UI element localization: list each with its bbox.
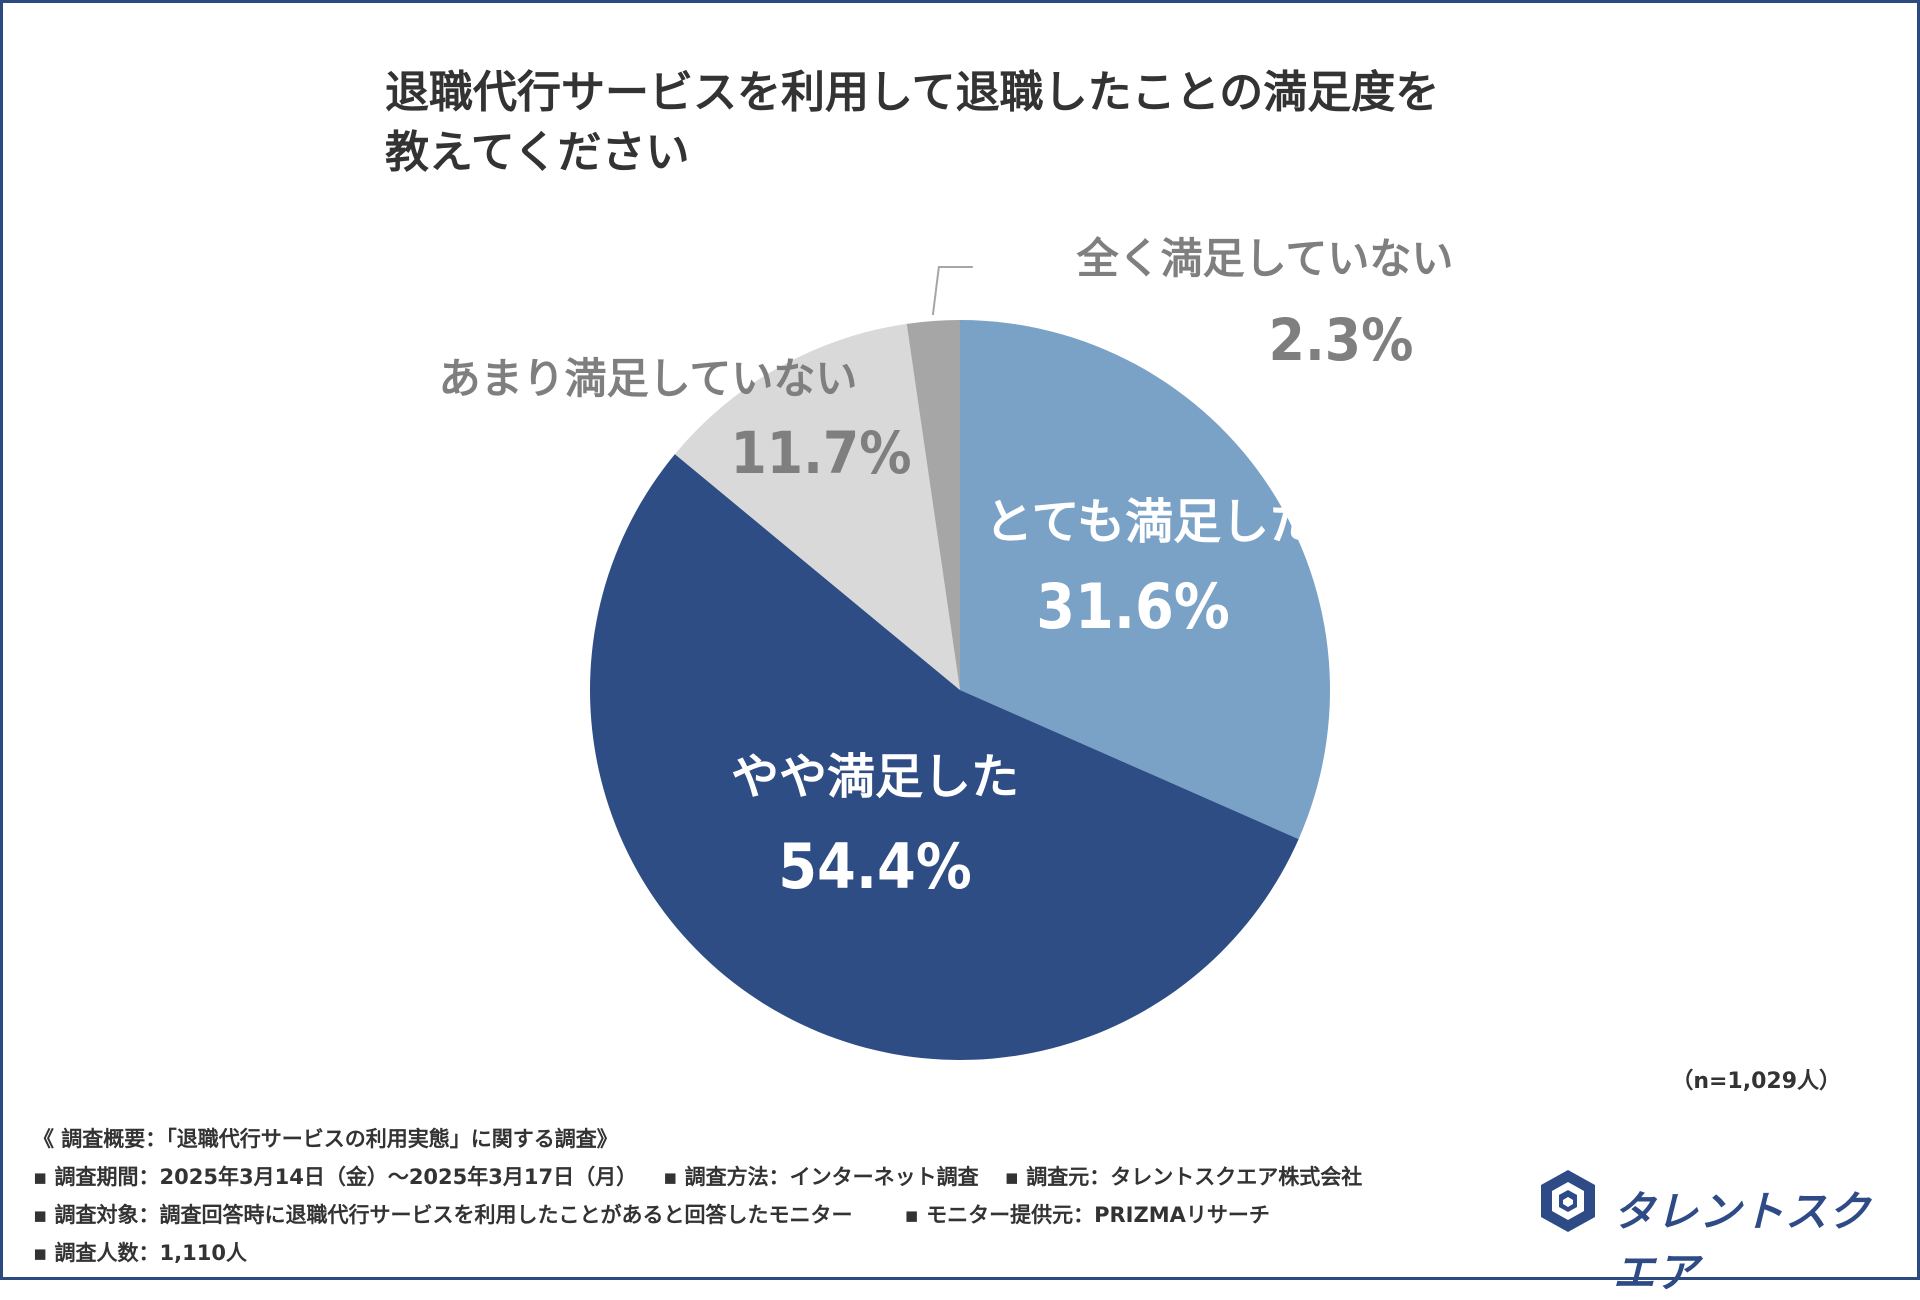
- slice-value-somewhat-satisfied: 54.4%: [778, 830, 972, 903]
- leader-lines: [931, 265, 973, 316]
- survey-row-period: ▪ 調査期間：2025年3月14日（金）〜2025年3月17日（月） ▪ 調査方法…: [33, 1158, 1362, 1196]
- leader-line-not-satisfied-at-all: [931, 265, 973, 316]
- chart-title: 退職代行サービスを利用して退職したことの満足度を 教えてください: [385, 63, 1685, 183]
- survey-provider: ▪ モニター提供元：PRIZMAリサーチ: [904, 1203, 1270, 1227]
- slice-label-very-satisfied: とても満足した: [985, 494, 1317, 550]
- slice-label-somewhat-satisfied: やや満足した: [731, 749, 1019, 805]
- pie-chart: とても満足した 31.6% やや満足した 54.4% あまり満足していない 11.7% 全く…: [439, 234, 1454, 1060]
- chart-title-line-2: 教えてください: [385, 127, 690, 178]
- survey-count: ▪ 調査人数：1,110人: [33, 1241, 247, 1265]
- pie-slice-not-very-satisfied: [674, 323, 960, 690]
- survey-target: ▪ 調査対象：調査回答時に退職代行サービスを利用したことがあると回答したモニター: [33, 1203, 853, 1227]
- slice-label-not-satisfied-at-all: 全く満足していない: [1076, 234, 1454, 283]
- chart-title-line-1: 退職代行サービスを利用して退職したことの満足度を: [385, 67, 1440, 118]
- survey-row-target: ▪ 調査対象：調査回答時に退職代行サービスを利用したことがあると回答したモニター…: [33, 1196, 1362, 1234]
- logo-text: タレントスクエア: [1613, 1187, 1872, 1297]
- slice-value-not-satisfied-at-all: 2.3%: [1269, 306, 1414, 374]
- pie-slice-somewhat-satisfied: [590, 454, 1299, 1060]
- sample-size-label: （n=1,029人）: [1671, 1069, 1841, 1094]
- survey-period: ▪ 調査期間：2025年3月14日（金）〜2025年3月17日（月）: [33, 1165, 638, 1189]
- survey-summary: 《 調査概要：「退職代行サービスの利用実態」に関する調査》 ▪ 調査期間：202…: [33, 1120, 1362, 1272]
- survey-method: ▪ 調査方法：インターネット調査: [663, 1165, 979, 1189]
- survey-header: 《 調査概要：「退職代行サービスの利用実態」に関する調査》: [33, 1127, 618, 1151]
- logo-cube-icon: [1541, 1170, 1595, 1232]
- pie-slice-very-satisfied: [960, 320, 1330, 840]
- survey-organizer: ▪ 調査元：タレントスクエア株式会社: [1004, 1165, 1363, 1189]
- pie-slice-not-satisfied-at-all: [906, 320, 960, 690]
- company-logo: タレントスクエア: [1533, 1166, 1913, 1297]
- slice-value-very-satisfied: 31.6%: [1036, 570, 1230, 643]
- slice-label-not-very-satisfied: あまり満足していない: [439, 354, 858, 403]
- slice-labels: とても満足した 31.6% やや満足した 54.4% あまり満足していない 11.7% 全く…: [439, 234, 1454, 903]
- slice-value-not-very-satisfied: 11.7%: [730, 419, 911, 487]
- pie-slices: [590, 320, 1330, 1060]
